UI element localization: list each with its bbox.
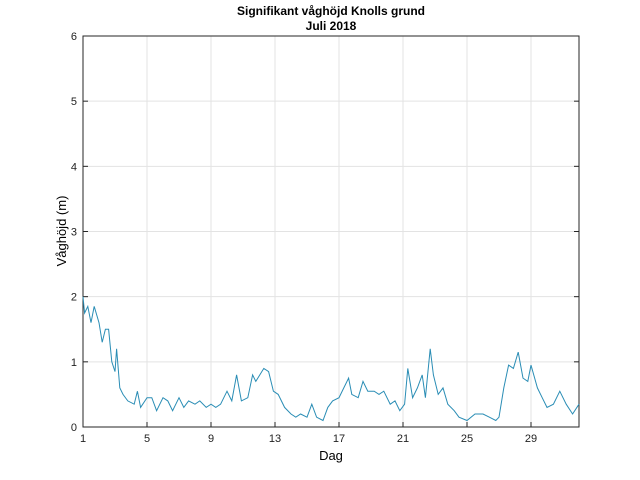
- y-tick-label: 2: [71, 292, 77, 304]
- x-tick-label: 5: [144, 433, 150, 445]
- y-tick-label: 3: [71, 227, 77, 239]
- x-tick-label: 29: [525, 433, 537, 445]
- y-tick-label: 5: [71, 96, 77, 108]
- y-tick-label: 1: [71, 357, 77, 369]
- y-tick-label: 0: [71, 422, 77, 434]
- y-tick-label: 4: [71, 161, 77, 173]
- x-tick-label: 1: [80, 433, 86, 445]
- chart-subtitle: Juli 2018: [306, 19, 357, 33]
- chart-title: Signifikant våghöjd Knolls grund: [237, 4, 425, 18]
- y-axis-label: Våghöjd (m): [54, 196, 69, 267]
- x-tick-label: 25: [461, 433, 473, 445]
- grid: [82, 35, 579, 428]
- x-axis-label: Dag: [319, 448, 343, 463]
- x-tick-label: 13: [269, 433, 281, 445]
- x-tick-label: 21: [397, 433, 409, 445]
- x-tick-label: 17: [333, 433, 345, 445]
- y-tick-label: 6: [71, 31, 77, 43]
- series-line-hs: [82, 296, 580, 422]
- x-tick-label: 9: [208, 433, 214, 445]
